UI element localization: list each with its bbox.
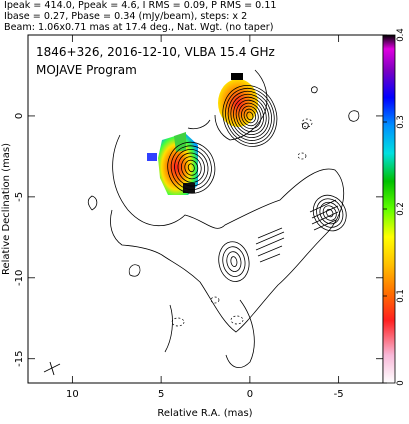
outer-contour-envelope <box>110 134 344 333</box>
core-contour <box>238 102 262 130</box>
plot-title: 1846+326, 2016-12-10, VLBA 15.4 GHz <box>36 45 275 59</box>
core-contour <box>233 96 267 136</box>
negative-contour <box>230 315 244 325</box>
x-tick-label: 5 <box>158 389 164 400</box>
x-tick-label: -5 <box>334 389 344 400</box>
small-contour <box>348 110 360 122</box>
core-contour <box>227 90 272 141</box>
core-contour <box>225 87 275 144</box>
stats-line-1: Ipeak = 414.0, Ppeak = 4.6, I RMS = 0.09… <box>4 0 277 11</box>
y-tick-label: 0 <box>14 113 25 119</box>
south-component-contour <box>226 251 242 272</box>
inner-jet-contour <box>170 145 212 190</box>
east-component-contour <box>319 201 341 225</box>
negative-contour <box>297 152 307 160</box>
colorbar-tick-label: 0.2 <box>396 202 406 216</box>
negative-contour <box>171 317 185 327</box>
beam-symbol <box>43 361 61 376</box>
core-contour <box>246 111 254 121</box>
core-contour <box>222 85 278 147</box>
core-contour <box>241 105 259 127</box>
jet-polarization-blue <box>147 153 157 161</box>
x-tick-label: 10 <box>66 389 79 400</box>
inner-jet-contour <box>167 141 216 194</box>
jet-polarization-dark <box>183 183 195 193</box>
colorbar-tick-label: 0.1 <box>396 289 406 303</box>
south-component-contour <box>222 246 246 277</box>
small-contour <box>87 195 98 211</box>
south-component-contour <box>230 256 238 267</box>
inner-jet-contour <box>174 149 209 187</box>
plot-subtitle: MOJAVE Program <box>36 63 137 77</box>
core-contour <box>243 108 257 124</box>
core-polarization-edge <box>231 73 243 80</box>
negative-contour <box>210 296 220 304</box>
inner-jet-contour <box>187 163 195 173</box>
east-component-contour <box>322 205 337 221</box>
east-component-contour <box>326 208 334 218</box>
stats-line-2: Ibase = 0.27, Pbase = 0.34 (mJy/beam), s… <box>4 11 248 22</box>
colorbar-tick-label: 0 <box>396 380 406 385</box>
small-contour <box>128 264 141 277</box>
y-tick-label: -15 <box>14 351 25 367</box>
x-tick-label: 0 <box>247 389 253 400</box>
core-outer-contour <box>214 69 268 141</box>
small-contour <box>302 122 309 130</box>
east-component-contour <box>312 194 347 232</box>
bridge-contour <box>187 119 211 130</box>
southwest-tail-contour <box>164 304 173 353</box>
inner-jet-contour <box>184 159 199 176</box>
core-contour <box>235 99 265 133</box>
inner-jet-contour <box>181 156 202 180</box>
south-component-contour <box>218 241 250 282</box>
colorbar-tick-label: 0.4 <box>396 28 406 42</box>
inner-jet-contour <box>177 152 206 183</box>
y-tick-label: -5 <box>14 192 25 202</box>
y-axis-label: Relative Declination (mas) <box>1 143 12 275</box>
small-contour <box>311 86 318 94</box>
south-tail-contour <box>225 299 255 369</box>
colorbar-tick-label: 0.3 <box>396 115 406 129</box>
evpa-vectors <box>255 199 339 263</box>
x-axis-label: Relative R.A. (mas) <box>157 408 252 419</box>
negative-contour <box>301 118 313 128</box>
contour-lines <box>87 69 360 369</box>
y-tick-label: -10 <box>14 270 25 286</box>
east-component-contour <box>316 198 344 228</box>
beam-line: Beam: 1.06x0.71 mas at 17.4 deg., Nat. W… <box>4 22 274 33</box>
negative-contours <box>171 118 313 327</box>
core-contour <box>230 93 270 138</box>
